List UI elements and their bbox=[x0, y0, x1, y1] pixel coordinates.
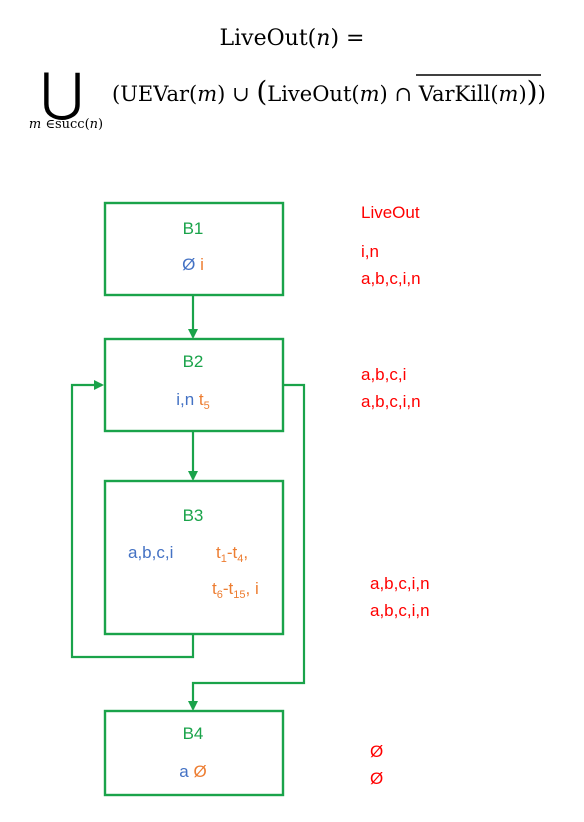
block-b2-box bbox=[103, 337, 285, 433]
formula-rhs: (UEVar(m) ∪ (LiveOut(m) ∩ VarKill(m))) bbox=[112, 75, 546, 108]
cfg-edges bbox=[70, 295, 306, 711]
block-b3-varkill-line1: t1-t4, bbox=[216, 543, 248, 565]
block-b1-sets: Ø i bbox=[182, 255, 204, 274]
liveout-b4-iter2: Ø bbox=[370, 769, 383, 788]
liveout-heading: LiveOut bbox=[361, 203, 420, 222]
block-b3: B3 a,b,c,i t1-t4, t6-t15, i bbox=[103, 479, 285, 636]
liveout-b4-iter1: Ø bbox=[370, 742, 383, 761]
block-b2-sets: i,n t5 bbox=[176, 390, 210, 412]
block-b3-uevar: a,b,c,i bbox=[128, 543, 173, 562]
block-b2: B2 i,n t5 bbox=[103, 337, 285, 433]
block-b3-box bbox=[103, 479, 285, 636]
liveout-b3-iter2: a,b,c,i,n bbox=[370, 601, 430, 620]
block-b2-varkill: t5 bbox=[199, 390, 210, 412]
block-b4-box bbox=[103, 709, 285, 797]
block-b1-label: B1 bbox=[183, 219, 204, 238]
block-b3-varkill-line2: t6-t15, i bbox=[212, 579, 259, 601]
liveout-column: LiveOut i,n a,b,c,i,n a,b,c,i a,b,c,i,n … bbox=[361, 203, 430, 788]
big-union-symbol: ⋃ bbox=[41, 63, 84, 123]
liveout-formula: LiveOut(n) = ⋃ m ∈succ(n) (UEVar(m) ∪ (L… bbox=[29, 26, 546, 132]
block-b1-varkill: i bbox=[200, 255, 204, 274]
block-b1-box bbox=[103, 201, 285, 297]
block-b2-uevar: i,n bbox=[176, 390, 194, 409]
liveout-b3-iter1: a,b,c,i,n bbox=[370, 574, 430, 593]
formula-lhs: LiveOut(n) = bbox=[220, 26, 365, 51]
block-b1: B1 Ø i bbox=[103, 201, 285, 297]
block-b4-varkill: Ø bbox=[193, 762, 206, 781]
block-b4-sets: a Ø bbox=[179, 762, 206, 781]
block-b3-label: B3 bbox=[183, 506, 204, 525]
liveout-b2-iter2: a,b,c,i,n bbox=[361, 392, 421, 411]
liveout-b1-iter1: i,n bbox=[361, 242, 379, 261]
edge-b3-b2-backedge bbox=[70, 380, 195, 659]
block-b2-label: B2 bbox=[183, 352, 204, 371]
block-b4-uevar: a bbox=[179, 762, 189, 781]
liveout-b1-iter2: a,b,c,i,n bbox=[361, 269, 421, 288]
block-b1-uevar: Ø bbox=[182, 255, 195, 274]
liveout-b2-iter1: a,b,c,i bbox=[361, 365, 406, 384]
block-b4: B4 a Ø bbox=[103, 709, 285, 797]
block-b4-label: B4 bbox=[183, 724, 204, 743]
edge-b2-b4 bbox=[188, 383, 306, 711]
union-subscript: m ∈succ(n) bbox=[29, 117, 103, 132]
